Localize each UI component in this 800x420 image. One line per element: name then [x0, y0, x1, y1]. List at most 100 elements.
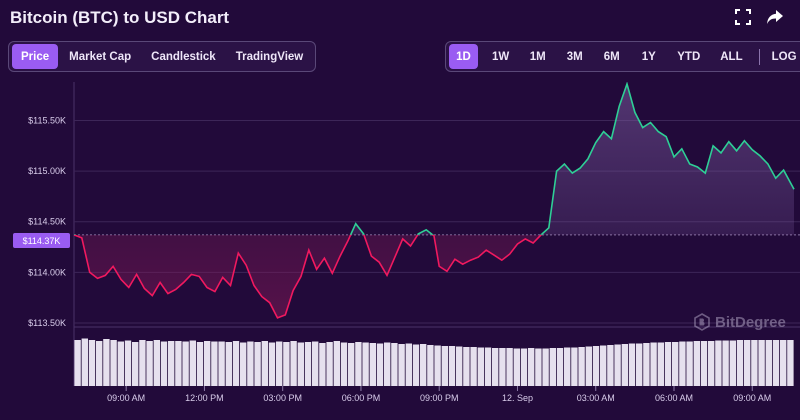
volume-bar: [240, 342, 247, 386]
volume-bar: [729, 340, 736, 386]
price-line-up: [74, 82, 795, 235]
volume-bar: [585, 346, 592, 386]
volume-bar: [708, 341, 715, 386]
volume-bar: [736, 340, 744, 386]
volume-bar: [470, 347, 477, 386]
area-fill-below: [74, 234, 794, 318]
volume-bar: [276, 341, 283, 386]
timeframe-6m[interactable]: 6M: [603, 50, 620, 63]
volume-bar: [88, 340, 96, 386]
bitdegree-logo-icon: [694, 313, 710, 331]
volume-bar: [254, 342, 261, 386]
x-tick-label: 09:00 AM: [107, 393, 145, 403]
current-price-badge: $114.37K: [13, 233, 70, 248]
volume-bar: [528, 348, 535, 386]
volume-bar: [556, 348, 564, 386]
price-chart[interactable]: $115.50K $115.00K $114.50K $114.00K $113.50K…: [0, 82, 800, 420]
tab-market-cap[interactable]: Market Cap: [69, 50, 132, 63]
volume-bar: [110, 340, 117, 386]
volume-bar: [132, 342, 139, 386]
volume-bar: [333, 341, 340, 386]
y-tick-label: $114.50K: [28, 217, 66, 227]
x-tick-label: 09:00 PM: [420, 393, 459, 403]
volume-bar: [74, 340, 81, 386]
timeframe-1d[interactable]: 1D: [449, 44, 478, 69]
expand-icon[interactable]: [734, 8, 752, 26]
volume-bar: [492, 348, 499, 386]
volume-bar: [758, 340, 765, 386]
volume-bar: [693, 341, 700, 386]
volume-bar: [650, 342, 657, 386]
volume-bar: [103, 339, 110, 386]
watermark-text: BitDegree: [715, 313, 786, 331]
share-icon[interactable]: [766, 8, 784, 26]
volume-bar: [312, 341, 319, 386]
volume-bar: [448, 346, 456, 386]
volume-bar: [146, 341, 153, 386]
volume-bar: [700, 341, 708, 386]
volume-bar: [369, 343, 376, 386]
volume-bar: [765, 340, 772, 386]
volume-bar: [636, 343, 643, 386]
volume-bar: [319, 343, 326, 386]
volume-bar: [427, 345, 434, 386]
volume-bar: [398, 344, 405, 386]
volume-bar: [348, 343, 355, 386]
volume-bar: [672, 342, 679, 386]
volume-bar: [391, 343, 398, 386]
x-tick-label: 09:00 AM: [733, 393, 771, 403]
timeframe-3m[interactable]: 3M: [566, 50, 583, 63]
volume-bar: [189, 340, 196, 386]
page-title: Bitcoin (BTC) to USD Chart: [10, 8, 230, 27]
chart-type-tabs: Price Market Cap Candlestick TradingView: [8, 41, 317, 72]
volume-bar: [571, 347, 578, 386]
volume-bar: [751, 340, 758, 386]
watermark: BitDegree: [693, 313, 786, 331]
volume-bar: [780, 340, 787, 386]
x-tick-label: 12:00 PM: [185, 393, 224, 403]
x-tick-label: 06:00 PM: [342, 393, 381, 403]
volume-bar: [117, 341, 124, 386]
timeframe-1y[interactable]: 1Y: [641, 50, 656, 63]
timeframe-1w[interactable]: 1W: [492, 50, 510, 63]
volume-bar: [96, 341, 103, 386]
volume-bar: [772, 340, 780, 386]
volume-bar: [513, 348, 520, 386]
volume-bar: [578, 347, 585, 386]
volume-bar: [412, 344, 420, 386]
volume-bar: [456, 346, 463, 386]
volume-bar: [405, 343, 412, 386]
volume-bar: [607, 345, 614, 386]
volume-bar: [520, 348, 528, 386]
volume-bar: [247, 341, 254, 386]
tab-price[interactable]: Price: [12, 44, 59, 69]
volume-bar: [657, 342, 664, 386]
timeframe-all[interactable]: ALL: [720, 50, 743, 63]
volume-bar: [477, 347, 484, 386]
volume-bar: [715, 340, 722, 386]
volume-bar: [499, 348, 506, 386]
volume-bar: [168, 341, 175, 386]
volume-bar: [628, 343, 636, 386]
volume-bar: [384, 342, 391, 386]
volume-bar: [290, 341, 297, 386]
tab-tradingview[interactable]: TradingView: [235, 50, 304, 63]
timeframe-ytd[interactable]: YTD: [677, 50, 701, 63]
volume-bar: [340, 342, 348, 386]
y-tick-label: $114.00K: [28, 267, 66, 277]
volume-bar: [621, 344, 628, 386]
x-tick-label: 03:00 AM: [577, 393, 615, 403]
volume-bar: [600, 345, 607, 386]
toolbar-divider: [758, 48, 760, 65]
tab-candlestick[interactable]: Candlestick: [151, 50, 216, 63]
volume-bar: [81, 338, 88, 386]
log-scale-toggle[interactable]: LOG: [771, 50, 797, 63]
volume-bar: [196, 342, 204, 386]
volume-bar: [160, 341, 168, 386]
volume-bar: [787, 340, 794, 386]
timeframe-1m[interactable]: 1M: [529, 50, 546, 63]
volume-bar: [549, 348, 556, 386]
volume-bar: [614, 344, 621, 386]
volume-bar: [535, 348, 542, 386]
x-tick-label: 12. Sep: [502, 393, 533, 403]
